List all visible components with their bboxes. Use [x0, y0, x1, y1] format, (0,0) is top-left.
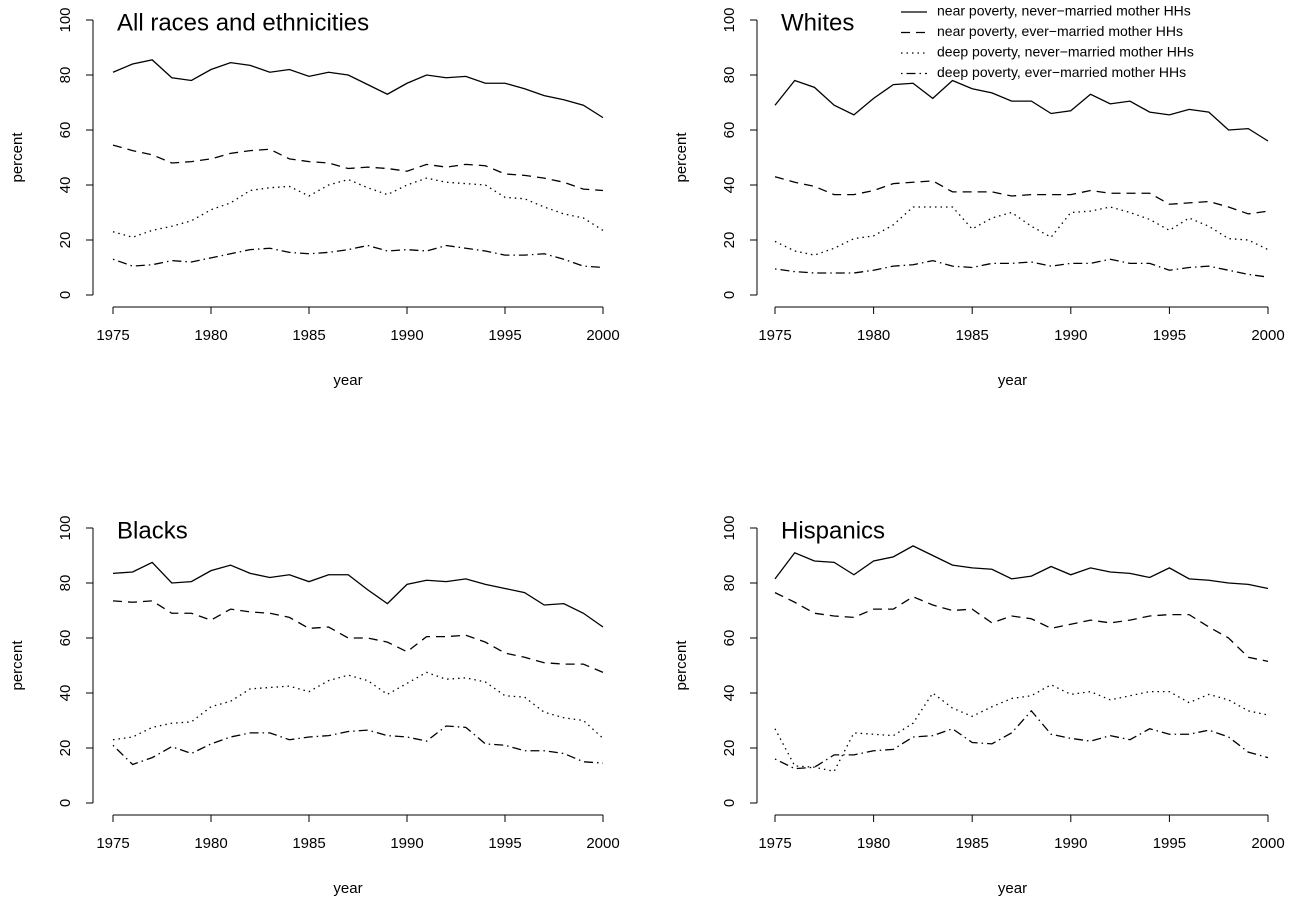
x-tick-label: 2000 [586, 835, 619, 852]
panel-title: Hispanics [781, 517, 885, 544]
x-tick-label: 2000 [1251, 327, 1284, 344]
x-tick-label: 1985 [292, 835, 325, 852]
legend-label: near poverty, ever−married mother HHs [937, 23, 1183, 39]
y-axis-label: percent [9, 132, 26, 183]
x-axis-label: year [998, 372, 1027, 389]
series-line [774, 545, 1269, 590]
x-tick-label: 1990 [1054, 835, 1087, 852]
x-tick-label: 1975 [758, 835, 791, 852]
x-tick-label: 1990 [1054, 327, 1087, 344]
series-line [112, 600, 604, 673]
x-tick-label: 1975 [96, 835, 129, 852]
y-tick-label: 80 [57, 67, 74, 84]
series-line [112, 59, 604, 119]
x-axis-label: year [333, 372, 362, 389]
y-tick-label: 100 [721, 515, 738, 540]
y-tick-label: 40 [721, 685, 738, 702]
x-tick-label: 1985 [956, 835, 989, 852]
y-tick-label: 0 [57, 291, 74, 299]
x-tick-label: 1990 [390, 327, 423, 344]
series-line [112, 144, 604, 192]
y-tick-label: 80 [57, 575, 74, 592]
x-tick-label: 1985 [292, 327, 325, 344]
series-line [112, 561, 604, 628]
y-axis-label: percent [673, 132, 690, 183]
x-axis-label: year [333, 880, 362, 897]
series-line [774, 176, 1269, 215]
y-tick-label: 0 [57, 799, 74, 807]
series-line [774, 258, 1269, 278]
y-tick-label: 40 [57, 177, 74, 194]
y-tick-label: 80 [721, 67, 738, 84]
x-tick-label: 1975 [96, 327, 129, 344]
series-line [774, 79, 1269, 142]
legend-label: deep poverty, ever−married mother HHs [937, 64, 1186, 80]
y-tick-label: 60 [721, 122, 738, 139]
y-tick-label: 20 [721, 740, 738, 757]
x-tick-label: 1995 [1153, 835, 1186, 852]
x-tick-label: 1995 [1153, 327, 1186, 344]
panel-title: All races and ethnicities [117, 9, 369, 36]
y-tick-label: 80 [721, 575, 738, 592]
x-tick-label: 1985 [956, 327, 989, 344]
y-tick-label: 40 [57, 685, 74, 702]
x-tick-label: 1980 [194, 835, 227, 852]
series-line [112, 244, 604, 269]
x-tick-label: 2000 [1251, 835, 1284, 852]
series-line [774, 206, 1269, 256]
x-tick-label: 1980 [857, 835, 890, 852]
y-tick-label: 60 [57, 122, 74, 139]
panel-title: Blacks [117, 517, 188, 544]
series-line [112, 671, 604, 741]
x-tick-label: 1980 [194, 327, 227, 344]
x-tick-label: 1990 [390, 835, 423, 852]
y-tick-label: 100 [57, 515, 74, 540]
x-tick-label: 1995 [488, 327, 521, 344]
series-line [774, 592, 1269, 663]
y-tick-label: 0 [721, 291, 738, 299]
y-tick-label: 20 [721, 232, 738, 249]
y-tick-label: 60 [57, 630, 74, 647]
y-tick-label: 0 [721, 799, 738, 807]
x-tick-label: 1980 [857, 327, 890, 344]
panel-title: Whites [781, 9, 854, 36]
series-line [774, 709, 1269, 770]
y-tick-label: 100 [721, 7, 738, 32]
series-line [774, 684, 1269, 773]
series-line [112, 725, 604, 766]
x-tick-label: 1995 [488, 835, 521, 852]
x-tick-label: 2000 [586, 327, 619, 344]
y-tick-label: 100 [57, 7, 74, 32]
x-axis-label: year [998, 880, 1027, 897]
y-tick-label: 20 [57, 740, 74, 757]
y-axis-label: percent [9, 640, 26, 691]
y-axis-label: percent [673, 640, 690, 691]
legend-label: near poverty, never−married mother HHs [937, 3, 1191, 19]
series-line [112, 177, 604, 238]
legend-label: deep poverty, never−married mother HHs [937, 44, 1194, 60]
y-tick-label: 40 [721, 177, 738, 194]
y-tick-label: 60 [721, 630, 738, 647]
x-tick-label: 1975 [758, 327, 791, 344]
y-tick-label: 20 [57, 232, 74, 249]
